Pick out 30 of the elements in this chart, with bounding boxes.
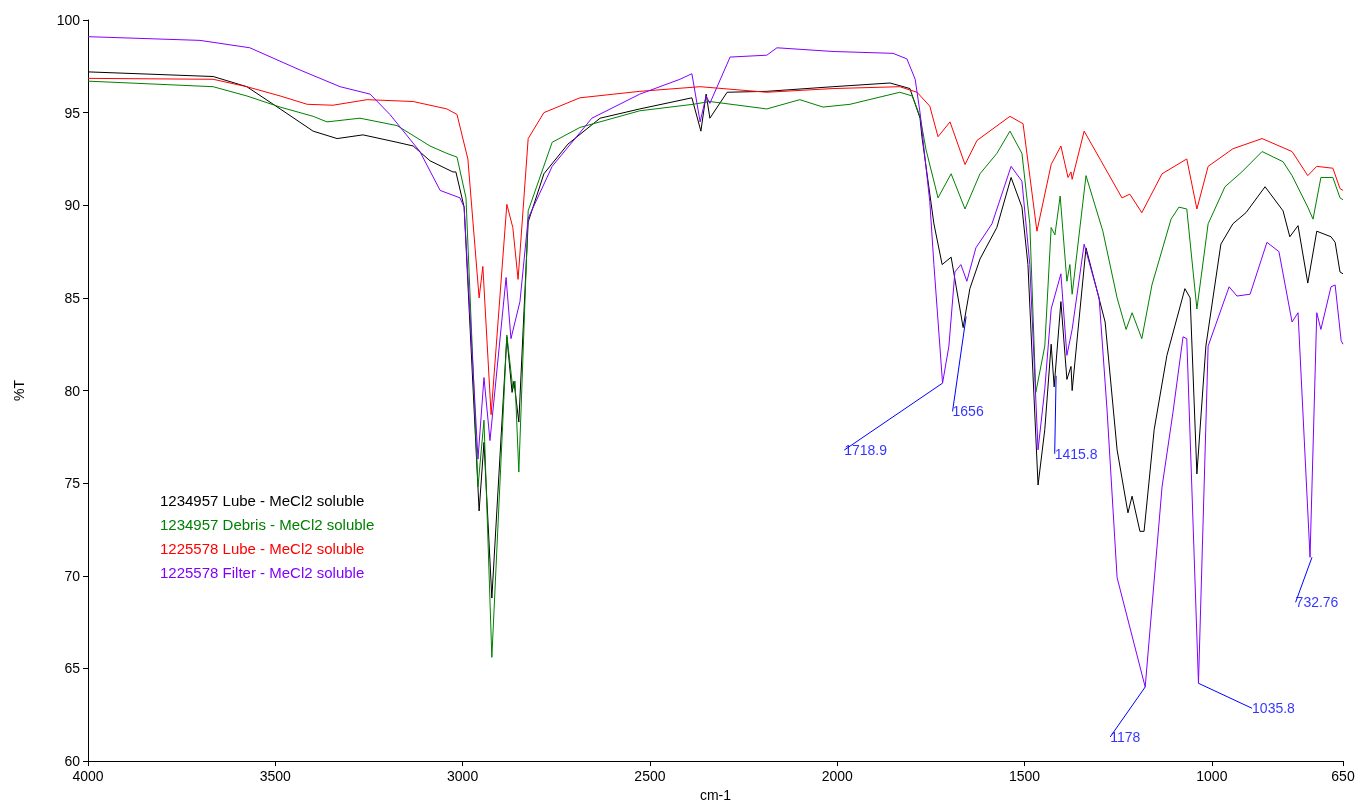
x-tick-label: 2000	[821, 768, 854, 785]
text: 1234957 Debris - MeCl2 soluble	[160, 516, 375, 533]
annotation: 1718.9	[844, 442, 888, 459]
text: 1225578 Lube - MeCl2 soluble	[160, 540, 365, 557]
x-tick-label: 1000	[1196, 768, 1228, 785]
x-tick-label: 1500	[1008, 768, 1041, 785]
annotation: 1178	[1110, 728, 1141, 745]
y-axis-title: %T	[11, 379, 27, 402]
annotation: 732.76	[1295, 594, 1339, 611]
y-tick-label: 80	[64, 382, 81, 399]
x-tick-label: 2500	[634, 768, 666, 785]
annotation: 1656	[952, 403, 984, 420]
x-axis-title: cm-1	[699, 787, 732, 803]
x-tick-label: 4000	[72, 768, 104, 785]
y-tick-label: 60	[64, 753, 81, 770]
x-tick-label: 3500	[259, 768, 292, 785]
y-tick-label: 65	[64, 660, 81, 677]
text: 1234957 Lube - MeCl2 soluble	[160, 492, 365, 509]
y-tick-label: 100	[56, 12, 81, 28]
x-tick-label: 650	[1331, 768, 1355, 785]
y-tick-label: 75	[64, 475, 81, 492]
y-tick-label: 85	[64, 289, 81, 306]
x-tick-label: 3000	[447, 768, 479, 785]
y-tick-label: 95	[64, 104, 81, 121]
y-tick-label: 70	[64, 567, 81, 584]
line-series	[87, 77, 1344, 416]
annotation: 1035.8	[1252, 700, 1296, 717]
y-tick-label: 90	[64, 197, 81, 214]
annotation: 1415.8	[1054, 445, 1098, 462]
text: 1225578 Filter - MeCl2 soluble	[160, 564, 365, 581]
